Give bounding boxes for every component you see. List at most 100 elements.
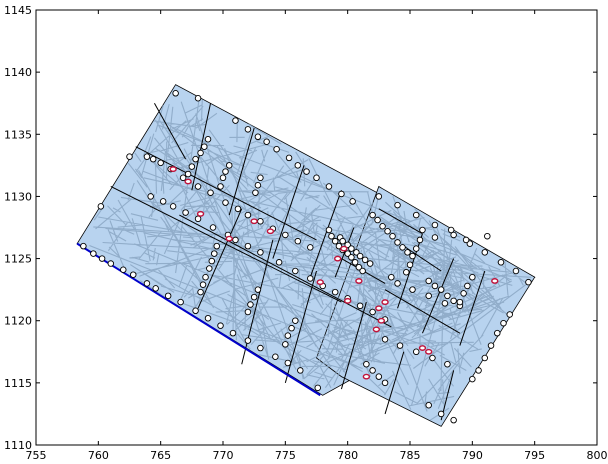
node-point-64 bbox=[244, 211, 252, 219]
node-point-114 bbox=[361, 256, 369, 264]
highlight-node-13 bbox=[377, 317, 386, 324]
highlight-node-6 bbox=[316, 279, 324, 286]
node-point-59 bbox=[179, 174, 187, 182]
highlight-node-7 bbox=[343, 297, 352, 304]
y-tick-label: 1115 bbox=[4, 377, 32, 390]
node-point-89 bbox=[197, 288, 204, 296]
node-point-60 bbox=[194, 183, 202, 190]
highlight-node-4 bbox=[250, 218, 258, 225]
highlight-node-17 bbox=[425, 348, 433, 355]
x-tick-label: 790 bbox=[462, 449, 483, 462]
node-point-146 bbox=[437, 286, 445, 293]
node-point-57 bbox=[369, 308, 376, 316]
node-point-135 bbox=[431, 234, 439, 241]
node-point-83 bbox=[213, 242, 221, 250]
node-point-118 bbox=[379, 223, 386, 230]
node-point-145 bbox=[431, 282, 439, 290]
y-tick-label: 1145 bbox=[4, 4, 32, 17]
node-point-168 bbox=[388, 273, 395, 281]
node-point-31 bbox=[263, 138, 270, 145]
node-point-2 bbox=[98, 255, 106, 262]
node-point-154 bbox=[506, 311, 513, 318]
highlight-node-5 bbox=[266, 228, 275, 235]
node-point-33 bbox=[285, 154, 293, 162]
node-point-47 bbox=[232, 236, 239, 244]
cell-line-15 bbox=[422, 258, 455, 334]
x-tick-label: 765 bbox=[150, 449, 171, 462]
cell-line-17 bbox=[384, 289, 461, 334]
node-point-77 bbox=[222, 168, 229, 175]
node-point-62 bbox=[222, 199, 229, 206]
node-point-28 bbox=[232, 117, 239, 124]
node-point-35 bbox=[303, 168, 310, 175]
node-point-126 bbox=[412, 211, 420, 219]
node-point-76 bbox=[225, 162, 233, 169]
node-point-11 bbox=[204, 314, 212, 322]
node-point-175 bbox=[412, 348, 420, 356]
node-point-176 bbox=[429, 354, 436, 362]
cell-boundary-layer bbox=[76, 102, 486, 421]
node-point-52 bbox=[307, 275, 314, 282]
y-tick-label: 1120 bbox=[4, 315, 32, 328]
x-tick-label: 780 bbox=[337, 449, 358, 462]
highlight-node-3 bbox=[225, 235, 233, 242]
node-point-117 bbox=[374, 216, 381, 224]
node-point-147 bbox=[444, 292, 451, 300]
node-point-148 bbox=[450, 297, 457, 305]
highlight-node-18 bbox=[491, 278, 499, 284]
node-point-94 bbox=[292, 317, 299, 324]
node-point-4 bbox=[120, 266, 127, 274]
node-point-113 bbox=[356, 252, 364, 260]
node-point-139 bbox=[416, 236, 424, 244]
edge-mesh bbox=[89, 98, 532, 421]
node-point-43 bbox=[182, 209, 189, 216]
node-point-42 bbox=[169, 203, 177, 210]
node-point-161 bbox=[363, 360, 370, 368]
node-layer bbox=[80, 90, 532, 424]
node-point-103 bbox=[344, 250, 351, 257]
highlight-node-0 bbox=[169, 166, 177, 172]
node-point-112 bbox=[353, 249, 360, 256]
node-point-163 bbox=[375, 373, 383, 380]
node-point-106 bbox=[355, 264, 363, 271]
node-point-100 bbox=[331, 237, 339, 245]
node-point-78 bbox=[219, 174, 227, 182]
node-point-97 bbox=[282, 341, 289, 348]
node-point-29 bbox=[244, 126, 252, 133]
highlight-node-12 bbox=[381, 299, 389, 305]
node-point-125 bbox=[394, 201, 401, 209]
node-point-80 bbox=[257, 174, 264, 182]
node-point-14 bbox=[244, 337, 252, 344]
node-point-172 bbox=[441, 300, 449, 307]
node-point-134 bbox=[419, 226, 426, 234]
node-point-131 bbox=[497, 259, 505, 266]
node-point-93 bbox=[244, 308, 252, 316]
node-point-144 bbox=[425, 277, 432, 285]
node-point-30 bbox=[254, 133, 262, 141]
node-point-153 bbox=[456, 298, 464, 306]
cell-line-3 bbox=[153, 102, 187, 160]
node-point-48 bbox=[244, 242, 252, 250]
node-point-86 bbox=[206, 265, 213, 272]
x-tick-label: 785 bbox=[400, 449, 421, 462]
x-tick-label: 775 bbox=[275, 449, 296, 462]
tick-layer: 755 760 765 770 775 780 785 790 795 800 1110 1115 11… bbox=[4, 4, 608, 462]
node-point-13 bbox=[229, 329, 237, 337]
node-point-92 bbox=[247, 301, 254, 308]
edge-mesh-layer bbox=[89, 98, 532, 421]
node-point-155 bbox=[500, 319, 507, 327]
node-point-159 bbox=[475, 367, 482, 374]
node-point-90 bbox=[254, 286, 262, 293]
node-point-91 bbox=[250, 293, 258, 301]
node-point-152 bbox=[460, 290, 467, 297]
cell-line-4 bbox=[197, 208, 243, 309]
node-point-72 bbox=[197, 149, 204, 157]
node-point-20 bbox=[97, 203, 105, 210]
node-point-138 bbox=[484, 232, 491, 240]
cell-line-8 bbox=[272, 165, 305, 259]
node-point-45 bbox=[209, 224, 217, 231]
node-point-51 bbox=[292, 267, 299, 275]
cell-line-12 bbox=[378, 208, 423, 235]
x-tick-label: 795 bbox=[524, 449, 545, 462]
